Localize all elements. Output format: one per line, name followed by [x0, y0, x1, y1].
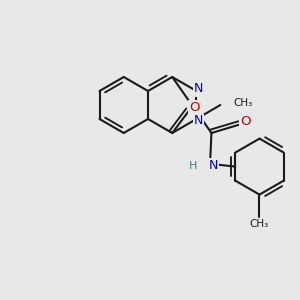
- Text: O: O: [189, 101, 199, 114]
- Text: N: N: [194, 82, 203, 95]
- Text: N: N: [194, 115, 203, 128]
- Text: O: O: [240, 115, 251, 128]
- Text: H: H: [189, 161, 197, 171]
- Text: CH₃: CH₃: [250, 219, 269, 229]
- Text: N: N: [208, 159, 218, 172]
- Text: CH₃: CH₃: [233, 98, 253, 108]
